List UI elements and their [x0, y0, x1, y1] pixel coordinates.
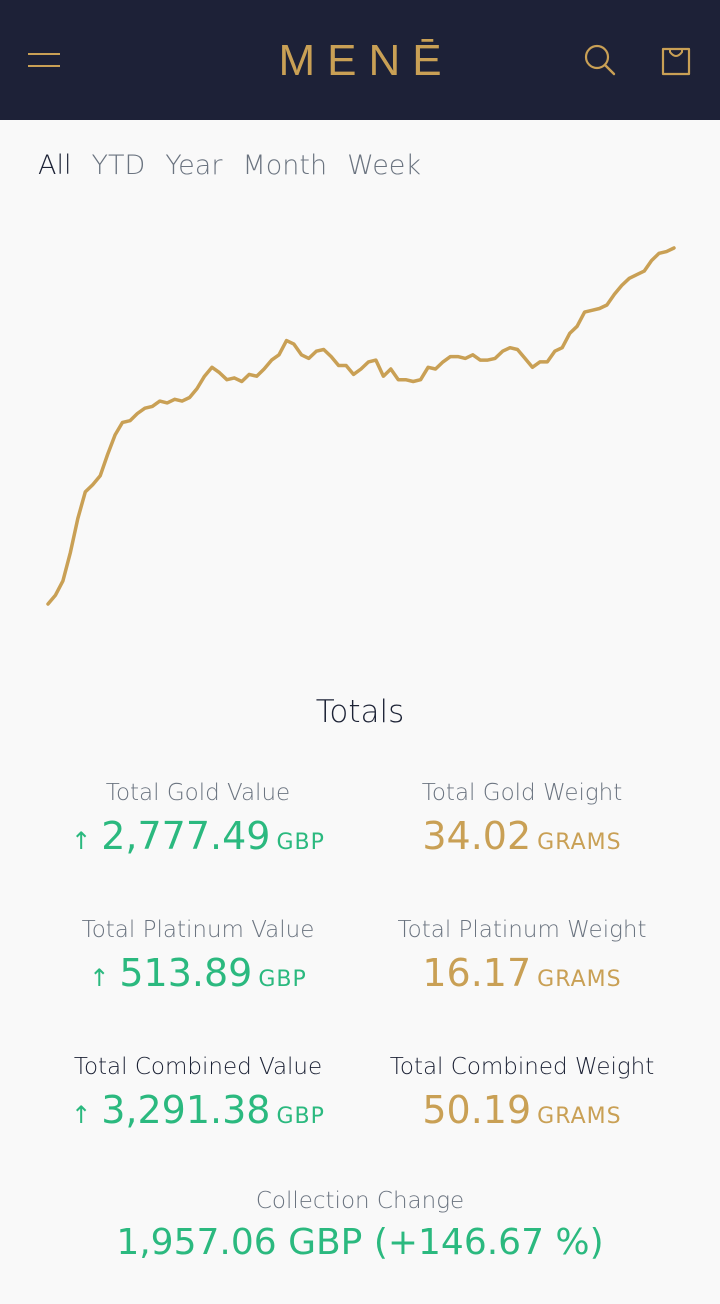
stat-number: 513.89 — [119, 951, 253, 995]
total-combined-value: Total Combined Value ↑ 3,291.38 GBP — [28, 1054, 368, 1132]
total-gold-value: Total Gold Value ↑ 2,777.49 GBP — [28, 780, 368, 858]
total-platinum-weight: Total Platinum Weight 16.17 GRAMS — [352, 917, 692, 995]
stat-unit: GBP — [258, 967, 307, 992]
time-range-tabs: All YTD Year Month Week — [38, 146, 421, 186]
stat-unit: GRAMS — [537, 1104, 622, 1129]
tab-week[interactable]: Week — [347, 150, 422, 181]
collection-change: Collection Change 1,957.06 GBP (+146.67 … — [0, 1188, 720, 1263]
tab-year[interactable]: Year — [165, 150, 223, 181]
value-line-chart — [46, 246, 676, 606]
total-platinum-value: Total Platinum Value ↑ 513.89 GBP — [28, 917, 368, 995]
stat-unit: GRAMS — [537, 967, 622, 992]
stat-label: Total Combined Weight — [389, 1054, 655, 1080]
total-gold-weight: Total Gold Weight 34.02 GRAMS — [352, 780, 692, 858]
collection-change-value: 1,957.06 GBP (+146.67 %) — [116, 1222, 604, 1263]
total-combined-weight: Total Combined Weight 50.19 GRAMS — [352, 1054, 692, 1132]
shopping-bag-icon[interactable] — [658, 42, 694, 78]
stat-label: Total Gold Weight — [421, 780, 623, 806]
chart-series-line-0 — [46, 246, 676, 606]
tab-month[interactable]: Month — [242, 150, 328, 181]
tab-all[interactable]: All — [38, 150, 72, 181]
tab-ytd[interactable]: YTD — [91, 150, 146, 181]
hamburger-menu-icon[interactable] — [28, 48, 62, 72]
stat-label: Total Platinum Weight — [397, 917, 647, 943]
up-arrow-icon: ↑ — [71, 1101, 92, 1129]
stat-number: 2,777.49 — [101, 814, 271, 858]
stat-unit: GRAMS — [537, 830, 622, 855]
up-arrow-icon: ↑ — [71, 827, 92, 855]
stat-unit: GBP — [276, 830, 325, 855]
up-arrow-icon: ↑ — [89, 964, 110, 992]
search-icon[interactable] — [582, 42, 618, 78]
collection-change-label: Collection Change — [255, 1188, 465, 1214]
stat-number: 50.19 — [422, 1088, 532, 1132]
brand-logo[interactable]: MENĒ — [278, 36, 454, 85]
stat-label: Total Platinum Value — [81, 917, 315, 943]
top-navigation-bar: MENĒ — [0, 0, 720, 120]
stat-number: 3,291.38 — [101, 1088, 271, 1132]
stat-number: 16.17 — [422, 951, 532, 995]
stat-unit: GBP — [276, 1104, 325, 1129]
stat-label: Total Gold Value — [105, 780, 291, 806]
stat-label: Total Combined Value — [73, 1054, 323, 1080]
stat-number: 34.02 — [422, 814, 532, 858]
totals-heading: Totals — [315, 694, 405, 730]
